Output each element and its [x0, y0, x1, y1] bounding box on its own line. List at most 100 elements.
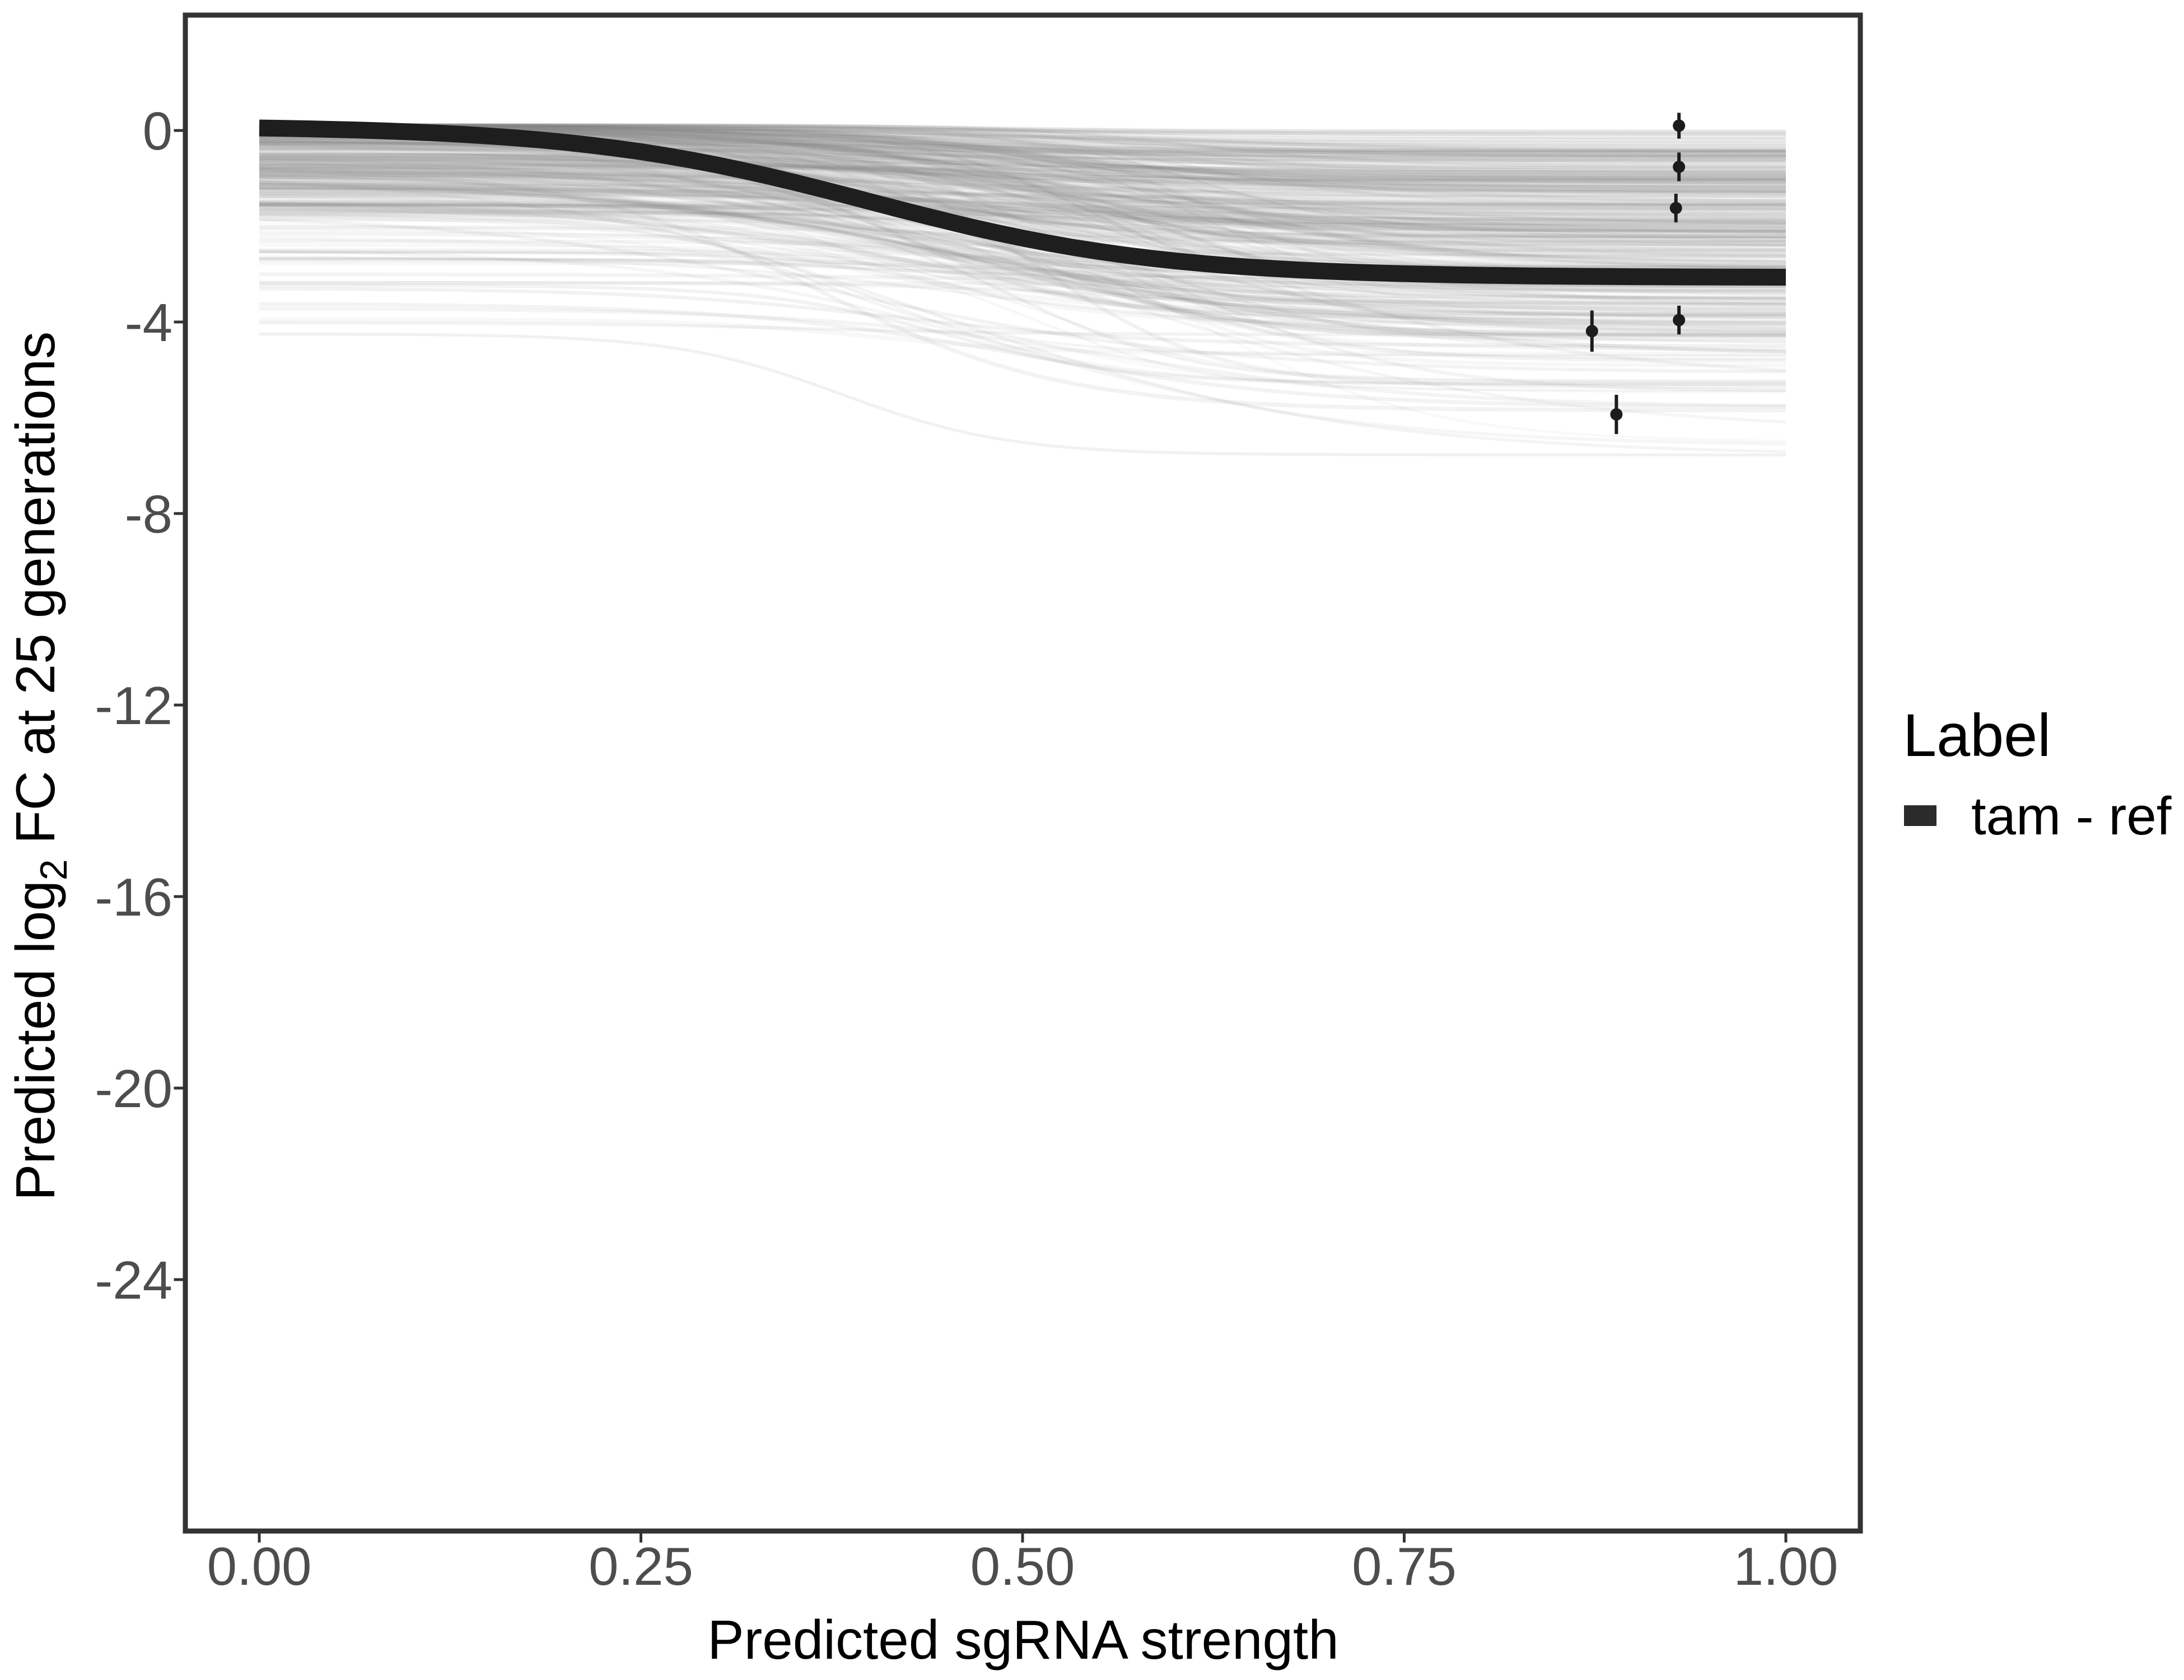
panel-border: [183, 12, 1863, 1534]
posterior-draw-curve: [259, 168, 1786, 413]
posterior-draw-curve: [259, 123, 1786, 207]
posterior-draw-curve: [259, 177, 1786, 302]
posterior-draw-curve: [259, 218, 1786, 246]
posterior-draw-curve: [259, 123, 1786, 139]
posterior-draw-curve: [259, 181, 1786, 241]
posterior-draw-curve: [259, 192, 1786, 301]
posterior-draw-curve: [259, 123, 1786, 152]
posterior-draw-curve: [259, 272, 1786, 288]
posterior-draw-curve: [259, 153, 1786, 180]
posterior-draw-curve: [259, 166, 1786, 424]
posterior-draw-curve: [259, 153, 1786, 184]
posterior-draw-curve: [259, 225, 1786, 304]
mean-curve: [259, 119, 1786, 286]
posterior-draw-curve: [259, 123, 1786, 137]
posterior-draw-curve: [259, 187, 1786, 239]
posterior-draw-curve: [259, 124, 1786, 147]
posterior-draw-curve: [259, 262, 1786, 292]
posterior-draw-curves: [259, 123, 1786, 456]
posterior-draw-curve: [259, 172, 1786, 192]
x-tick-label: 1.00: [1734, 1537, 1838, 1597]
posterior-draw-curve: [259, 157, 1786, 185]
posterior-draw-curve: [259, 134, 1786, 293]
y-axis-title-text: Predicted log2 FC at 25 generations: [4, 332, 75, 1201]
posterior-draw-curve: [259, 123, 1786, 177]
posterior-draw-curve: [259, 157, 1786, 265]
posterior-draw-curve: [259, 251, 1786, 392]
posterior-draw-curve: [259, 124, 1786, 155]
posterior-draw-curve: [259, 127, 1786, 161]
posterior-draw-curve: [259, 211, 1786, 243]
posterior-draw-curve: [259, 158, 1786, 316]
posterior-draw-curve: [259, 180, 1786, 338]
posterior-draw-curve: [259, 147, 1786, 326]
posterior-draw-curve: [259, 287, 1786, 348]
posterior-draw-curve: [259, 244, 1786, 268]
posterior-draw-curve: [259, 258, 1786, 382]
x-tick-label: 0.25: [589, 1537, 693, 1597]
posterior-draw-curve: [259, 162, 1786, 189]
posterior-draw-curve: [259, 167, 1786, 211]
posterior-draw-curve: [259, 180, 1786, 319]
posterior-draw-curve: [259, 126, 1786, 268]
posterior-draw-curve: [259, 127, 1786, 180]
posterior-draw-curve: [259, 161, 1786, 242]
posterior-draw-curve: [259, 172, 1786, 252]
y-tick-label: -12: [95, 676, 172, 736]
posterior-draw-curve: [259, 173, 1786, 335]
posterior-draw-curve: [259, 165, 1786, 338]
posterior-draw-curve: [259, 321, 1786, 337]
posterior-draw-curve: [259, 157, 1786, 344]
posterior-draw-curve: [259, 188, 1786, 270]
posterior-draw-curve: [259, 156, 1786, 179]
posterior-draw-curve: [259, 179, 1786, 214]
posterior-draw-curve: [259, 144, 1786, 189]
posterior-draw-curve: [259, 123, 1786, 142]
posterior-draw-curve: [259, 171, 1786, 207]
posterior-draw-curve: [259, 196, 1786, 232]
posterior-draw-curve: [259, 176, 1786, 222]
posterior-draw-curve: [259, 172, 1786, 233]
posterior-draw-curve: [259, 178, 1786, 207]
posterior-draw-curve: [259, 214, 1786, 316]
posterior-draw-curve: [259, 211, 1786, 237]
x-axis-title: Predicted sgRNA strength: [707, 1609, 1339, 1670]
posterior-draw-curve: [259, 172, 1786, 327]
posterior-draw-curve: [259, 175, 1786, 305]
posterior-draw-curve: [259, 186, 1786, 224]
posterior-draw-curve: [259, 189, 1786, 211]
posterior-draw-curve: [259, 195, 1786, 357]
posterior-draw-curve: [259, 161, 1786, 185]
posterior-draw-curve: [259, 186, 1786, 230]
legend: Label tam - ref: [1903, 701, 2172, 846]
posterior-draw-curve: [259, 124, 1786, 150]
posterior-draw-curve: [259, 166, 1786, 182]
posterior-draw-curve: [259, 208, 1786, 216]
posterior-draw-curve: [259, 169, 1786, 192]
posterior-draw-curve: [259, 250, 1786, 317]
posterior-draw-curve: [259, 168, 1786, 315]
posterior-draw-curve: [259, 199, 1786, 238]
posterior-draw-curve: [259, 162, 1786, 196]
x-tick-label: 0.75: [1352, 1537, 1457, 1597]
posterior-draw-curve: [259, 123, 1786, 153]
posterior-draw-curve: [259, 124, 1786, 158]
posterior-draw-curve: [259, 239, 1786, 269]
posterior-draw-curve: [259, 167, 1786, 193]
posterior-draw-curve: [259, 188, 1786, 198]
posterior-draw-curve: [259, 174, 1786, 197]
posterior-draw-curve: [259, 200, 1786, 211]
posterior-draw-curve: [259, 159, 1786, 195]
posterior-draw-curve: [259, 202, 1786, 253]
posterior-draw-curve: [259, 124, 1786, 330]
posterior-draw-curve: [259, 183, 1786, 351]
posterior-draw-curve: [259, 174, 1786, 319]
posterior-draw-curve: [259, 149, 1786, 156]
pointrange-dot: [1673, 119, 1686, 132]
posterior-draw-curve: [259, 209, 1786, 337]
posterior-draw-curve: [259, 171, 1786, 193]
posterior-draw-curve: [259, 123, 1786, 190]
legend-title: Label: [1903, 701, 2051, 769]
posterior-draw-curve: [259, 174, 1786, 353]
